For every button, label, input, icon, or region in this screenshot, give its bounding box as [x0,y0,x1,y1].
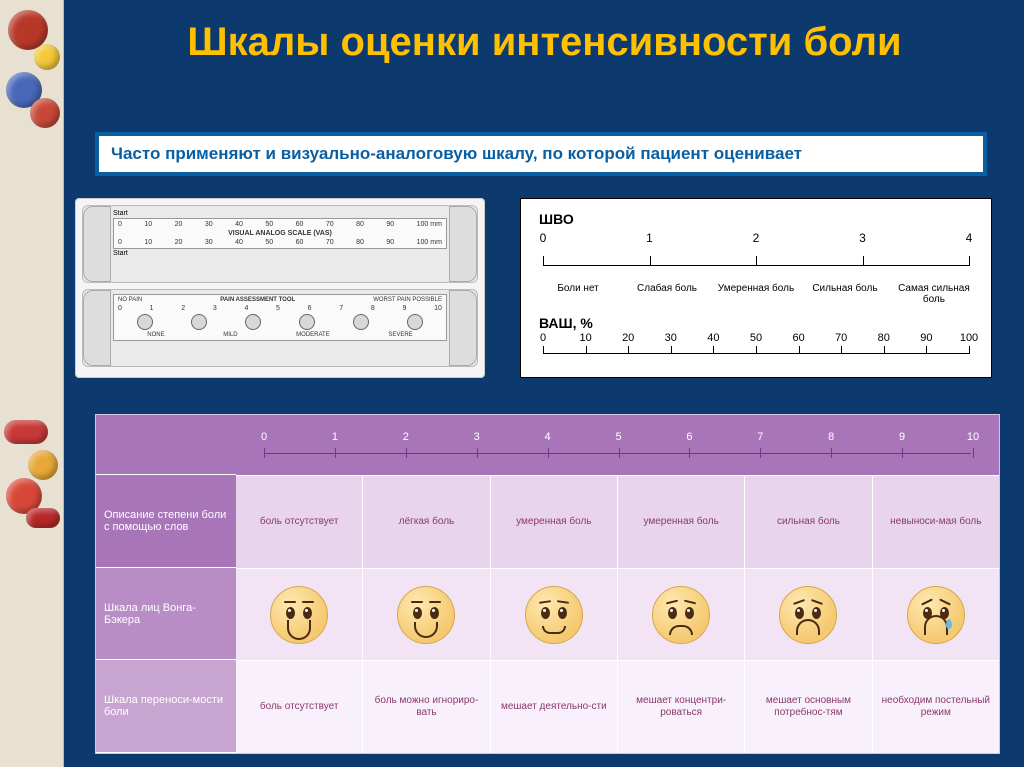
pt-side-label: Описание степени боли с помощью слов [96,475,236,568]
pt-desc-cell: невыноси-мая боль [873,476,999,568]
face-icon [397,586,455,644]
face-icon [907,586,965,644]
vas-nopain: NO PAIN [118,297,142,303]
shvo-labels: Боли нетСлабая больУмеренная больСильная… [539,283,973,305]
vash-scale-line: 0102030405060708090100 [543,353,969,365]
page-title: Шкалы оценки интенсивности боли [105,20,984,65]
vas-mini-faces [118,314,442,330]
pt-tol-cell: мешает основным потребнос-тям [745,661,872,753]
face-icon [525,586,583,644]
vas-cats: NONEMILDMODERATESEVERE [118,332,442,338]
pt-face-cell [236,569,363,661]
pt-tol-cell: боль отсутствует [236,661,363,753]
pt-sidebar: Описание степени боли с помощью словШкал… [96,415,236,753]
pt-desc-cell: боль отсутствует [236,476,363,568]
vas-ruler-panel: Start 0102030405060708090100 mm VISUAL A… [75,198,485,378]
pill-decoration [30,98,60,128]
pt-face-cell [618,569,745,661]
vas-start-top: Start [113,210,447,217]
pt-tol-cell: мешает концентри-роваться [618,661,745,753]
vas-top-ticks2: 0102030405060708090100 mm [118,239,442,246]
pt-desc-cell: умеренная боль [618,476,745,568]
purple-table: Описание степени боли с помощью словШкал… [95,414,1000,754]
pill-decoration [4,420,48,444]
face-icon [779,586,837,644]
pt-desc-cell: умеренная боль [491,476,618,568]
face-icon [270,586,328,644]
pt-face-cell [873,569,999,661]
subtitle-box: Часто применяют и визуально-аналоговую ш… [95,132,987,176]
pt-side-label: Шкала переноси-мости боли [96,660,236,753]
vas-bottom-title: PAIN ASSESSMENT TOOL [220,297,295,303]
pt-tol-cell: боль можно игнориро-вать [363,661,490,753]
pt-desc-cell: сильная боль [745,476,872,568]
vas-worst: WORST PAIN POSSIBLE [373,297,442,303]
pt-desc-cell: лёгкая боль [363,476,490,568]
subtitle-text: Часто применяют и визуально-аналоговую ш… [111,144,802,164]
pt-face-cell [745,569,872,661]
pt-main: 012345678910 боль отсутствуетлёгкая боль… [236,415,999,753]
shvo-scale-line [543,265,969,281]
pt-tol-cell: мешает деятельно-сти [491,661,618,753]
pt-tol-cell: необходим постельный режим [873,661,999,753]
pill-decoration [34,44,60,70]
pt-side-label: Шкала лиц Вонга-Бэкера [96,568,236,661]
vas-start-bot: Start [113,250,447,257]
pt-face-cell [491,569,618,661]
vas-bot-ticks: 012345678910 [118,305,442,312]
pill-decoration [26,508,60,528]
vas-top-ticks: 0102030405060708090100 mm [118,221,442,228]
sidebar-pills [0,0,64,767]
shvo-title: ШВО [539,211,973,227]
face-icon [652,586,710,644]
shvo-panel: ШВО 01234 Боли нетСлабая больУмеренная б… [520,198,992,378]
vash-title: ВАШ, % [539,315,973,331]
pill-decoration [28,450,58,480]
pt-side-blank [96,415,236,475]
pt-face-cell [363,569,490,661]
vas-top-title: VISUAL ANALOG SCALE (VAS) [118,230,442,237]
pt-top-scale: 012345678910 [236,415,999,475]
